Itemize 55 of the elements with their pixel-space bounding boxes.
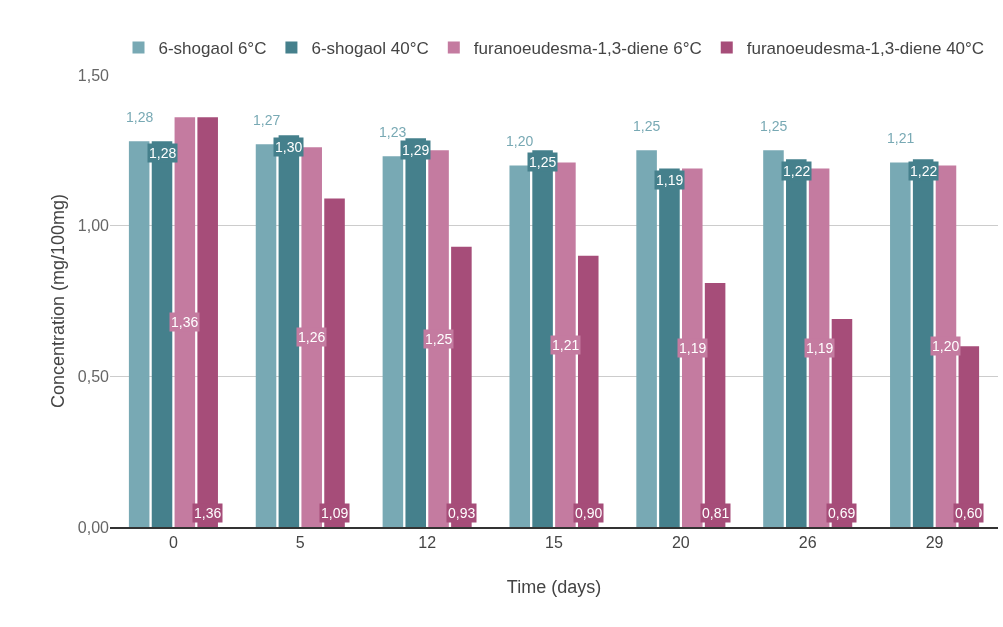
data-label: 1,19 [679, 340, 707, 356]
y-tick-label: 1,50 [77, 66, 110, 84]
data-label: 1,30 [275, 139, 303, 155]
bar [174, 117, 196, 527]
data-label: 1,36 [194, 505, 222, 521]
data-label: 1,21 [887, 130, 915, 146]
y-axis-title: Concentration (mg/100mg) [48, 193, 68, 409]
data-label: 1,28 [149, 145, 177, 161]
data-label: 1,19 [806, 340, 834, 356]
bar [935, 165, 957, 527]
data-label: 0,81 [702, 505, 730, 521]
bar [636, 150, 657, 527]
data-label: 1,22 [910, 163, 938, 179]
data-label: 1,29 [402, 142, 430, 158]
data-label: 1,26 [298, 329, 326, 345]
legend-label: furanoeudesma-1,3-diene 40°C [746, 39, 985, 59]
bar [255, 144, 277, 527]
bar [890, 162, 911, 527]
x-axis-title: Time (days) [506, 576, 602, 597]
x-tick-label: 5 [295, 533, 305, 551]
x-tick-label: 20 [671, 533, 690, 551]
bar [278, 135, 300, 527]
data-label: 1,25 [633, 118, 661, 134]
x-tick-label: 26 [798, 533, 817, 551]
data-label: 1,36 [171, 314, 199, 330]
data-label: 1,09 [321, 505, 349, 521]
data-label: 1,22 [783, 163, 811, 179]
data-label: 1,20 [506, 133, 534, 149]
x-tick-label: 12 [418, 533, 437, 551]
data-label: 1,25 [760, 118, 788, 134]
legend-label: furanoeudesma-1,3-diene 6°C [473, 39, 702, 59]
legend-label: 6-shogaol 6°C [158, 39, 267, 59]
data-label: 1,28 [126, 109, 154, 125]
data-label: 0,93 [448, 505, 476, 521]
y-tick-label: 0,00 [77, 518, 110, 536]
bar [509, 165, 531, 527]
y-tick-label: 0,50 [77, 367, 110, 385]
x-tick-label: 29 [925, 533, 944, 551]
data-label: 1,20 [932, 338, 960, 354]
data-label: 1,21 [552, 337, 580, 353]
data-label: 0,60 [955, 505, 983, 521]
data-label: 0,69 [828, 505, 856, 521]
data-label: 1,25 [425, 331, 453, 347]
data-label: 1,27 [253, 112, 281, 128]
data-label: 1,19 [656, 172, 684, 188]
data-label: 0,90 [575, 505, 603, 521]
bar [128, 141, 150, 527]
bar [382, 156, 404, 527]
bar [763, 150, 784, 527]
data-label: 1,23 [379, 124, 407, 140]
legend-label: 6-shogaol 40°C [311, 39, 429, 59]
x-tick-label: 15 [545, 533, 563, 551]
x-tick-label: 0 [168, 533, 178, 551]
data-label: 1,25 [529, 154, 557, 170]
y-tick-label: 1,00 [77, 217, 110, 235]
